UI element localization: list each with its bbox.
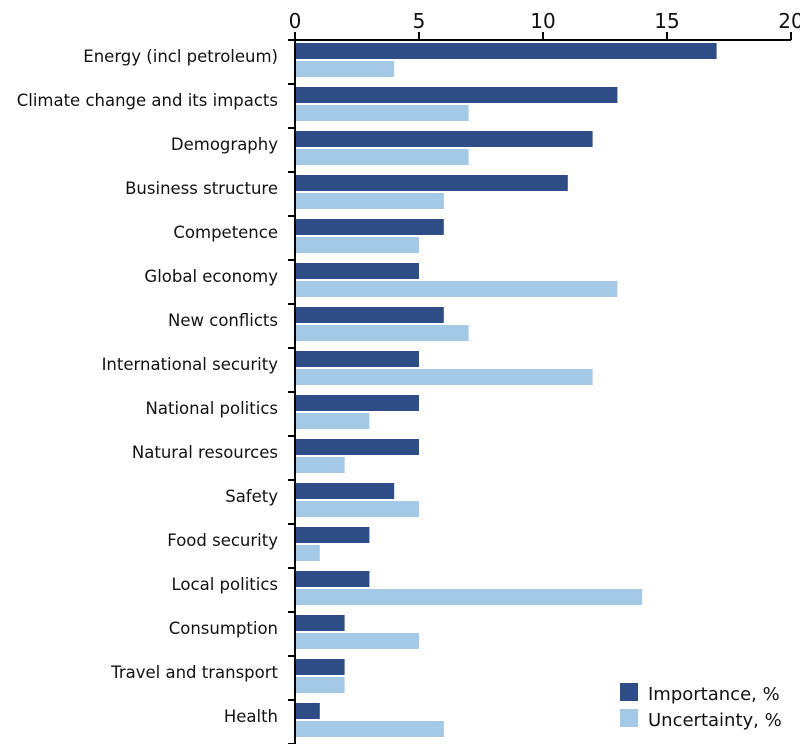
category-label: Local politics	[172, 575, 278, 594]
importance-bar	[296, 571, 370, 587]
importance-bar	[296, 703, 320, 719]
importance-bar	[296, 263, 419, 279]
uncertainty-bar	[296, 325, 469, 341]
legend-swatch-importance	[620, 683, 638, 701]
importance-bar	[296, 87, 618, 103]
category-label: Global economy	[144, 267, 278, 286]
category-label: Food security	[167, 531, 278, 550]
importance-bar	[296, 219, 444, 235]
category-label: Demography	[171, 135, 278, 154]
uncertainty-bar	[296, 105, 469, 121]
x-tick-label: 10	[530, 9, 555, 33]
category-label: Natural resources	[132, 443, 278, 462]
uncertainty-bar	[296, 237, 419, 253]
importance-bar	[296, 527, 370, 543]
legend-swatch-uncertainty	[620, 709, 638, 727]
category-label: Energy (incl petroleum)	[83, 47, 278, 66]
y-axis: Energy (incl petroleum) Climate change an…	[17, 39, 296, 745]
x-tick-label: 15	[654, 9, 679, 33]
uncertainty-bar	[296, 545, 320, 561]
importance-bar	[296, 483, 395, 499]
importance-bar	[296, 395, 419, 411]
uncertainty-bar	[296, 589, 643, 605]
category-label: National politics	[146, 399, 278, 418]
category-label: International security	[102, 355, 279, 374]
uncertainty-bar	[296, 633, 419, 649]
category-label: New conflicts	[168, 311, 278, 330]
category-label: Safety	[225, 487, 278, 506]
category-label: Climate change and its impacts	[17, 91, 278, 110]
x-tick-label: 20	[778, 9, 800, 33]
uncertainty-bar	[296, 413, 370, 429]
importance-bar	[296, 351, 419, 367]
uncertainty-bar	[296, 369, 593, 385]
uncertainty-bar	[296, 61, 395, 77]
uncertainty-bar	[296, 457, 345, 473]
category-label: Business structure	[125, 179, 278, 198]
importance-bar	[296, 307, 444, 323]
uncertainty-bar	[296, 721, 444, 737]
x-tick-label: 0	[289, 9, 302, 33]
importance-bar	[296, 659, 345, 675]
x-axis: 0 5 10 15 20	[289, 9, 800, 41]
uncertainty-bar	[296, 501, 419, 517]
importance-bar	[296, 615, 345, 631]
bars-layer	[296, 43, 717, 737]
x-tick-label: 5	[413, 9, 426, 33]
legend: Importance, % Uncertainty, %	[620, 683, 782, 731]
uncertainty-bar	[296, 677, 345, 693]
importance-bar	[296, 43, 717, 59]
category-label: Travel and transport	[110, 663, 278, 682]
uncertainty-bar	[296, 149, 469, 165]
category-label: Consumption	[169, 619, 278, 638]
category-label: Competence	[173, 223, 278, 242]
legend-label-importance: Importance, %	[648, 684, 780, 705]
importance-bar	[296, 175, 568, 191]
importance-bar	[296, 439, 419, 455]
importance-bar	[296, 131, 593, 147]
legend-label-uncertainty: Uncertainty, %	[648, 710, 782, 731]
uncertainty-bar	[296, 193, 444, 209]
uncertainty-bar	[296, 281, 618, 297]
category-label: Health	[224, 707, 278, 726]
